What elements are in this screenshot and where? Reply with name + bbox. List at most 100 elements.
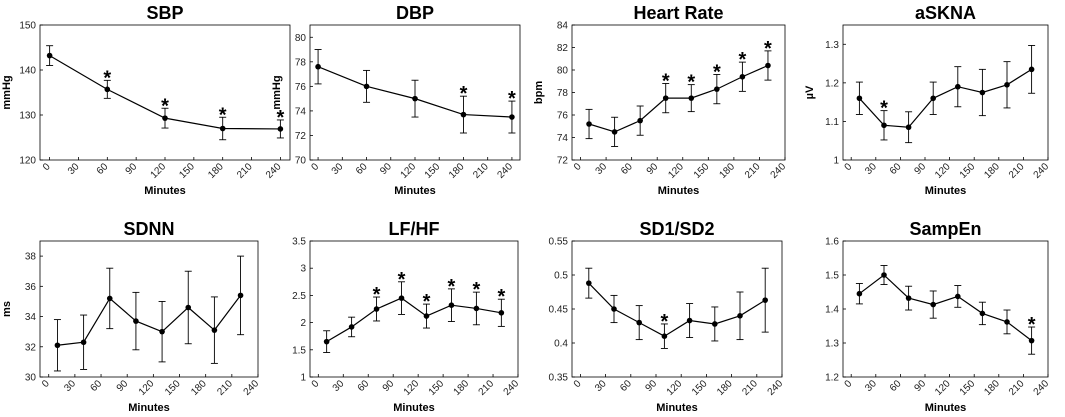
x-tick-label: 60: [888, 161, 904, 177]
significance-star: *: [373, 284, 381, 306]
significance-star: *: [103, 67, 111, 89]
data-point: [661, 333, 668, 340]
y-tick-label: 3.5: [292, 237, 306, 248]
y-tick-label: 34: [25, 312, 37, 323]
y-axis-label: ms: [1, 301, 13, 317]
x-tick-label: 60: [95, 161, 111, 177]
plot-frame: [842, 24, 1049, 161]
data-point: [46, 52, 53, 59]
x-tick-label: 90: [124, 161, 140, 177]
data-point: [611, 129, 618, 135]
data-point: [881, 122, 887, 129]
x-tick-label: 120: [665, 378, 685, 398]
significance-star: *: [662, 71, 670, 93]
data-point: [185, 304, 192, 311]
data-point: [159, 328, 165, 335]
data-point: [1004, 81, 1010, 88]
data-point: [955, 293, 961, 300]
x-tick-label: 240: [1032, 161, 1052, 181]
data-point: [1004, 319, 1010, 325]
data-point: [762, 297, 768, 303]
x-tick-label: 120: [399, 161, 419, 181]
plot-frame: [309, 240, 519, 378]
x-tick-label: 120: [402, 378, 422, 398]
chart-title: SDNN: [123, 219, 174, 239]
data-point: [133, 318, 139, 324]
y-axis-label: µV: [804, 85, 816, 99]
data-point: [1028, 337, 1035, 344]
y-tick-label: 0.4: [554, 339, 568, 350]
data-point: [277, 126, 284, 132]
data-point: [373, 306, 380, 312]
y-tick-label: 1: [300, 373, 306, 384]
data-point: [979, 89, 986, 96]
chart-panel-2: 0 30 60 90 120 150 180 210 240 72 74 76 78 80 82 84 Hear…: [533, 3, 788, 197]
x-tick-label: 240: [1032, 378, 1052, 398]
x-tick-label: 210: [235, 161, 255, 181]
significance-star: *: [764, 38, 772, 60]
data-point: [637, 117, 643, 124]
data-point: [219, 125, 226, 132]
x-tick-label: 30: [863, 378, 879, 394]
x-tick-label: 150: [163, 378, 183, 398]
x-tick-label: 120: [149, 161, 169, 181]
data-point: [856, 95, 863, 102]
significance-star: *: [460, 83, 468, 105]
x-tick-label: 0: [310, 378, 322, 390]
chart-panel-7: 0 30 60 90 120 150 180 210 240 1.2 1.3 1.4 1.5 1.6 Sam…: [825, 219, 1051, 414]
x-tick-label: 0: [572, 378, 584, 390]
y-tick-label: 0.45: [549, 305, 569, 316]
x-axis-label: Minutes: [144, 185, 186, 197]
chart-panel-1: 0 30 60 90 120 150 180 210 240 70 72 74 76 78 80 DBP Min…: [271, 3, 521, 197]
x-tick-label: 120: [933, 161, 953, 181]
data-point: [104, 86, 111, 93]
data-point: [688, 95, 695, 101]
significance-star: *: [423, 291, 431, 313]
y-tick-label: 72: [295, 131, 307, 142]
x-tick-label: 180: [189, 378, 209, 398]
x-tick-label: 150: [423, 161, 443, 181]
data-point: [586, 280, 592, 286]
x-tick-label: 150: [427, 378, 447, 398]
data-point: [714, 86, 720, 92]
series-line: [57, 295, 242, 346]
y-axis-label: mmHg: [1, 75, 13, 109]
y-tick-label: 78: [557, 88, 569, 99]
y-tick-label: 1.5: [292, 345, 306, 356]
series-line: [859, 274, 1032, 342]
x-tick-label: 60: [619, 161, 635, 177]
x-tick-label: 60: [354, 161, 370, 177]
data-point: [211, 327, 218, 333]
significance-star: *: [276, 107, 284, 129]
x-axis-label: Minutes: [128, 402, 170, 414]
x-axis-label: Minutes: [658, 185, 700, 197]
plot-frame: [842, 240, 1049, 378]
significance-star: *: [398, 269, 406, 291]
x-tick-label: 240: [242, 378, 262, 398]
x-tick-label: 30: [62, 378, 78, 394]
x-tick-label: 90: [115, 378, 131, 394]
x-tick-label: 90: [381, 378, 397, 394]
data-point: [398, 295, 405, 301]
y-tick-label: 72: [557, 156, 569, 167]
x-tick-label: 210: [477, 378, 497, 398]
y-tick-label: 0.55: [549, 237, 569, 248]
x-tick-label: 30: [594, 161, 610, 177]
y-tick-label: 74: [295, 106, 307, 117]
data-point: [611, 306, 617, 312]
x-tick-label: 0: [843, 161, 855, 173]
data-point: [737, 313, 743, 319]
x-tick-label: 60: [89, 378, 105, 394]
y-tick-label: 1.5: [825, 271, 839, 282]
y-tick-label: 130: [19, 111, 36, 122]
data-point: [54, 342, 61, 349]
x-axis-label: Minutes: [393, 402, 435, 414]
chart-panel-5: 0 30 60 90 120 150 180 210 240 1 1.5 2 2.5 3 3.5 LF/HF M…: [292, 219, 521, 414]
x-tick-label: 150: [958, 161, 978, 181]
x-tick-label: 90: [643, 378, 659, 394]
x-tick-label: 180: [717, 161, 737, 181]
significance-star: *: [687, 72, 695, 94]
x-tick-label: 90: [645, 161, 661, 177]
data-point: [448, 302, 455, 308]
x-tick-label: 150: [177, 161, 197, 181]
